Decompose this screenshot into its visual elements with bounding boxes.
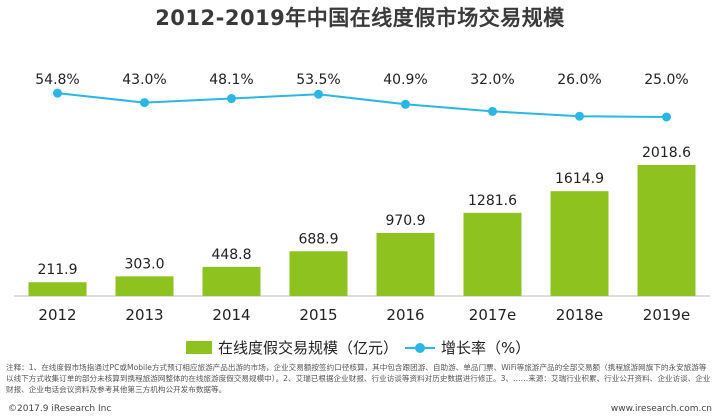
growth-point xyxy=(662,112,671,122)
growth-value-label: 48.1% xyxy=(209,72,253,88)
bar xyxy=(550,191,609,296)
growth-value-label: 53.5% xyxy=(296,72,340,88)
bar-value-label: 1281.6 xyxy=(468,193,517,209)
copyright-text: ©2017.9 iResearch Inc xyxy=(8,404,112,414)
website-text: www.iresearch.com.cn xyxy=(610,404,712,414)
growth-value-label: 32.0% xyxy=(470,72,514,88)
bar xyxy=(28,282,87,296)
legend-item-bar: 在线度假交易规模（亿元） xyxy=(186,337,398,358)
growth-value-label: 43.0% xyxy=(122,72,166,88)
growth-value-label: 40.9% xyxy=(383,72,427,88)
bar-value-label: 448.8 xyxy=(211,247,251,263)
growth-point xyxy=(140,98,149,108)
growth-value-label: 25.0% xyxy=(644,72,688,88)
legend-item-line: 增长率（%） xyxy=(405,337,530,358)
growth-point xyxy=(401,99,410,109)
chart-title: 2012-2019年中国在线度假市场交易规模 xyxy=(155,6,565,30)
bar-value-label: 688.9 xyxy=(298,231,338,247)
bar xyxy=(637,165,696,296)
growth-value-label: 26.0% xyxy=(557,72,601,88)
bar-value-label: 2018.6 xyxy=(642,145,691,161)
x-tick-label: 2017e xyxy=(469,306,516,324)
growth-point xyxy=(575,111,584,121)
growth-point xyxy=(314,89,323,99)
x-tick-label: 2013 xyxy=(125,306,163,324)
x-tick-label: 2016 xyxy=(386,306,424,324)
legend-bar-label: 在线度假交易规模（亿元） xyxy=(218,339,399,357)
bar xyxy=(202,266,261,296)
x-tick-label: 2012 xyxy=(38,306,76,324)
bar xyxy=(115,276,174,296)
legend-line-label: 增长率（%） xyxy=(441,339,531,357)
x-tick-label: 2018e xyxy=(556,306,603,324)
growth-line xyxy=(57,92,667,118)
legend-line-swatch xyxy=(405,342,435,354)
bar xyxy=(289,251,348,296)
x-tick-label: 2014 xyxy=(212,306,250,324)
x-tick-label: 2019e xyxy=(643,306,690,324)
bar xyxy=(376,232,435,296)
footnote: 注释：1、在线度假市场指通过PC或Mobile方式预订相应旅游产品出游的市场，企… xyxy=(6,363,711,394)
bar-value-label: 1614.9 xyxy=(555,171,604,187)
growth-point xyxy=(227,94,236,104)
bar-value-label: 303.0 xyxy=(124,256,164,272)
legend-bar-swatch xyxy=(186,341,212,354)
bar-value-label: 211.9 xyxy=(37,262,77,278)
growth-point xyxy=(53,88,62,98)
growth-value-label: 54.8% xyxy=(35,72,79,88)
bar xyxy=(463,212,522,296)
bar-value-label: 970.9 xyxy=(385,213,425,229)
x-tick-label: 2015 xyxy=(299,306,337,324)
growth-point xyxy=(488,106,497,116)
chart-svg: 211.9 2012 303.0 2013 448.8 2014 688.9 2015 970.… xyxy=(14,72,710,324)
